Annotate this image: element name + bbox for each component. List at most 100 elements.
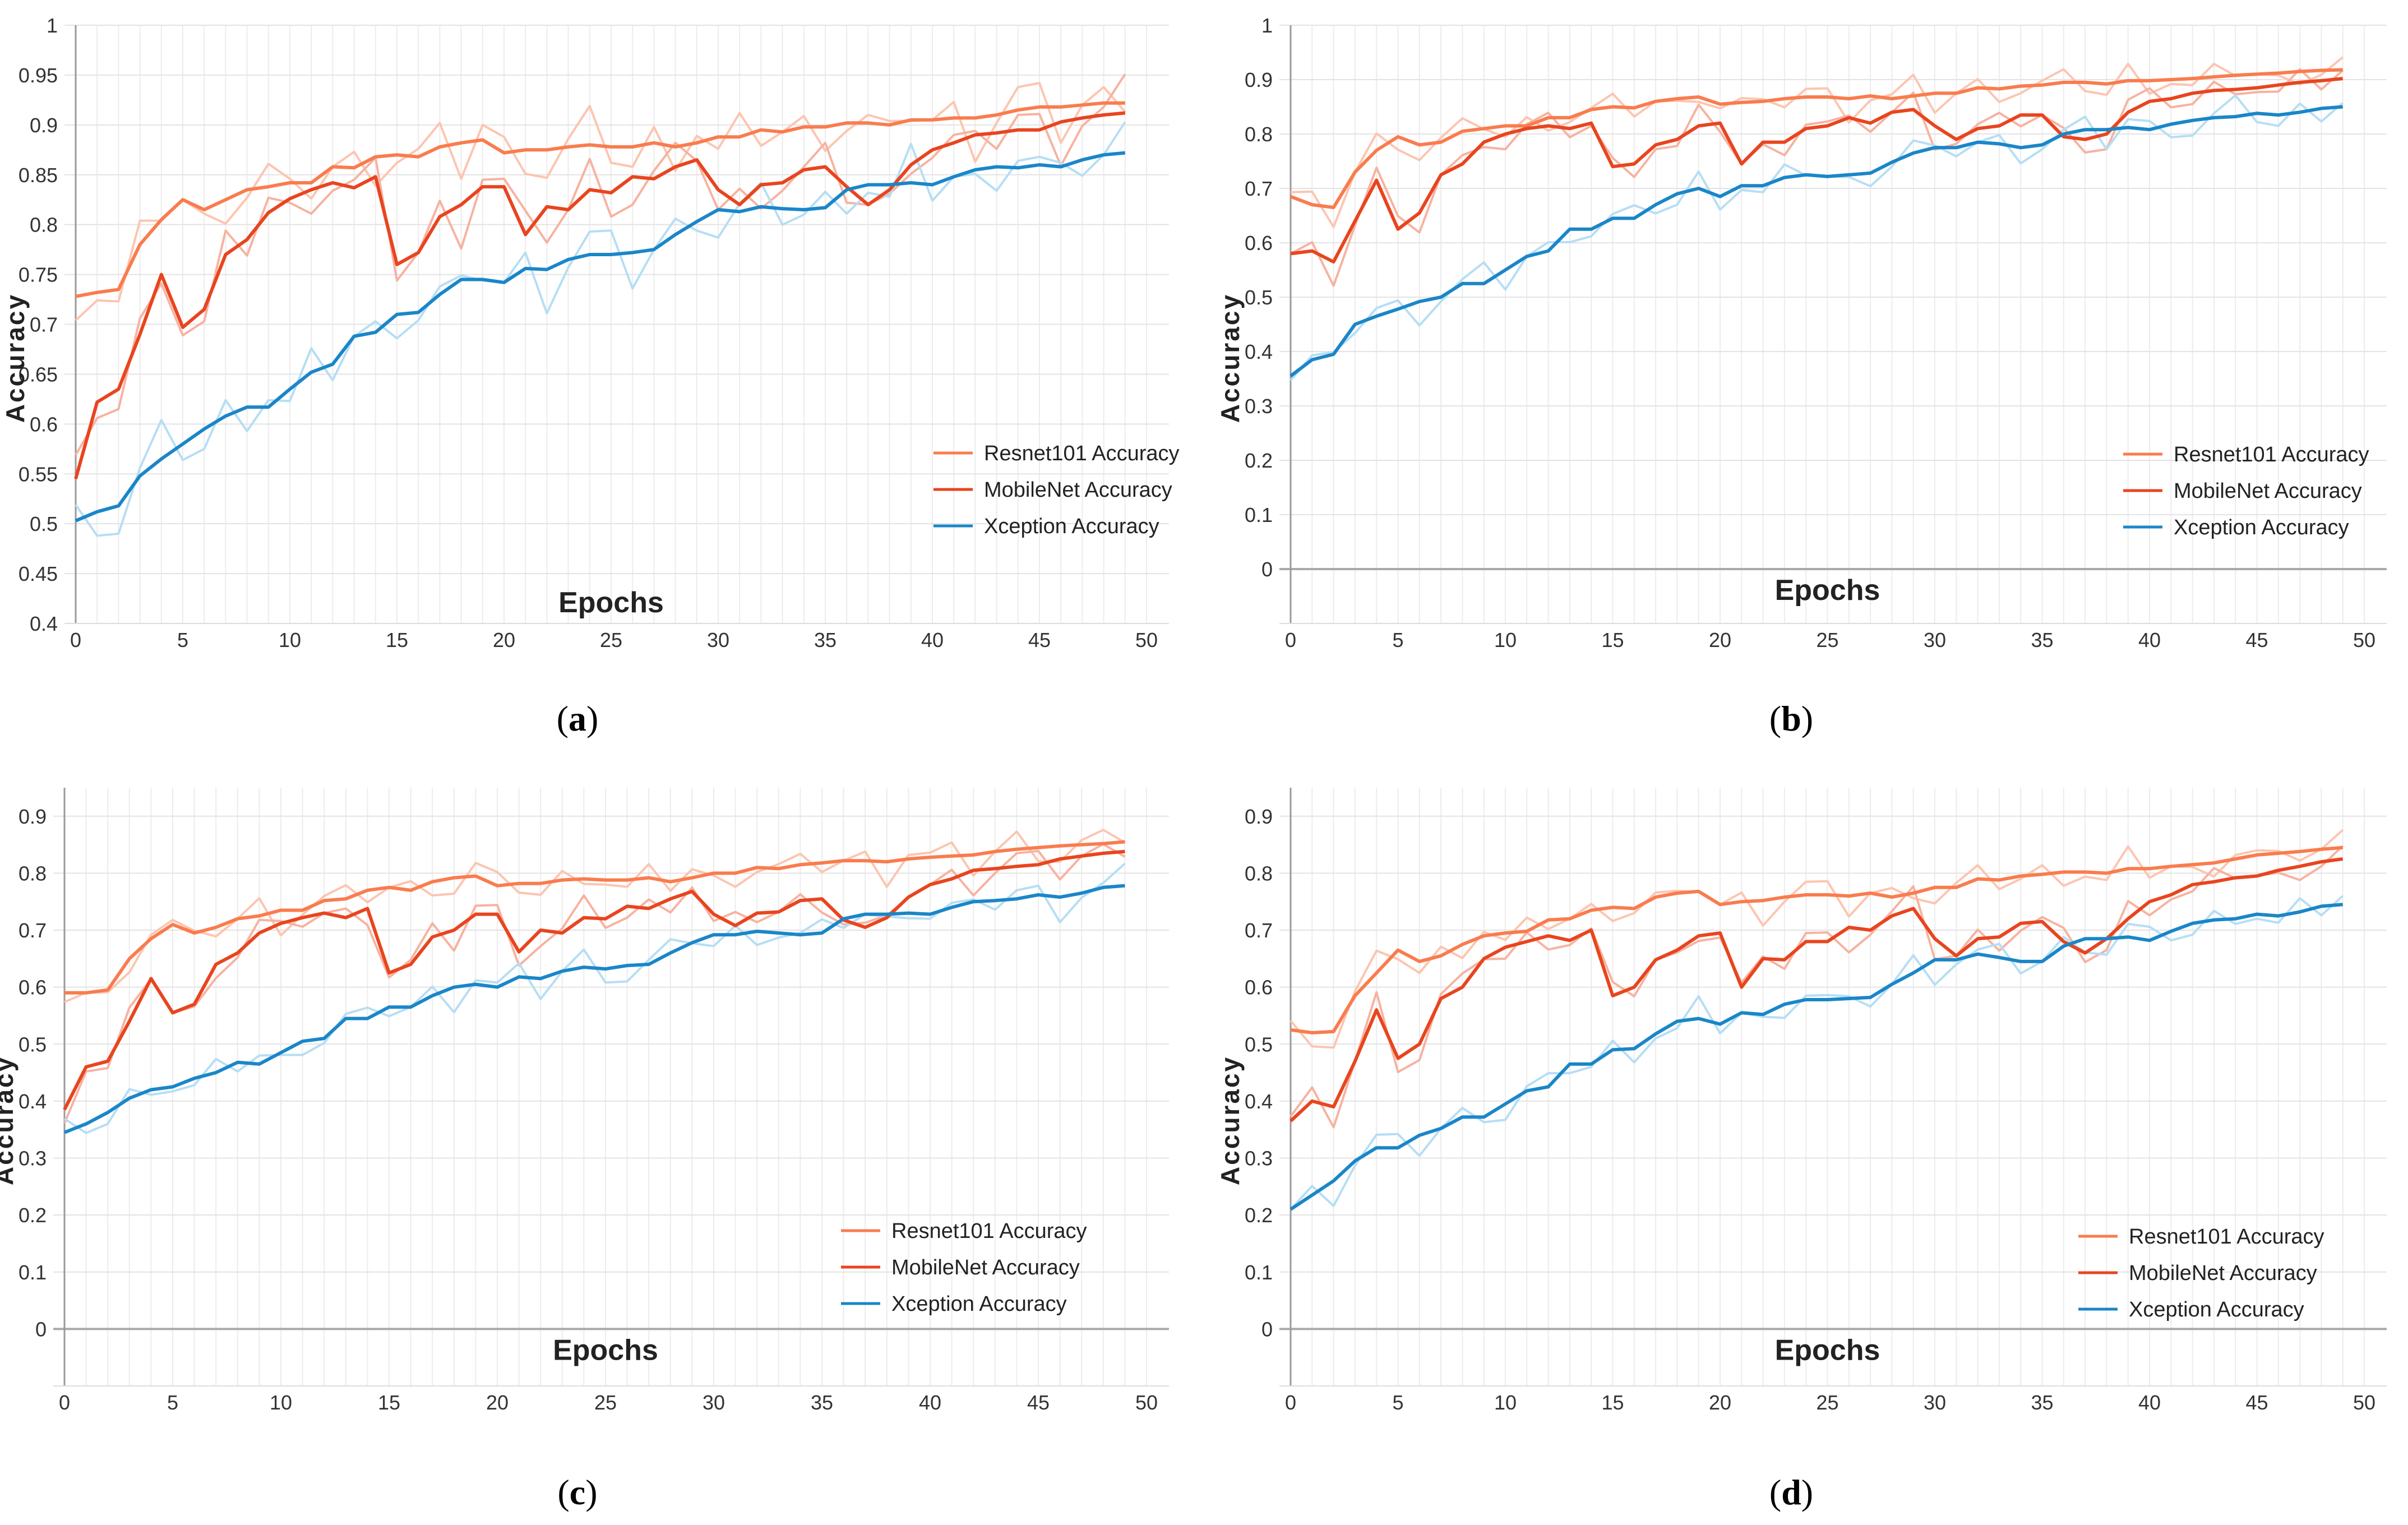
x-tick-label: 50 — [1135, 1391, 1158, 1414]
x-tick-label: 40 — [919, 1391, 941, 1414]
y-tick-label: 0.3 — [1245, 1147, 1273, 1170]
x-tick-label: 10 — [279, 629, 301, 651]
series-raw-trace — [63, 843, 1126, 1124]
x-axis-title: Epochs — [553, 1334, 658, 1366]
x-tick-label: 40 — [2138, 629, 2161, 651]
series-raw-trace — [1289, 829, 2344, 1049]
x-tick-label: 35 — [814, 629, 836, 651]
legend-label: Resnet101 Accuracy — [2129, 1225, 2324, 1249]
x-tick-label: 5 — [1392, 1391, 1403, 1414]
x-tick-label: 45 — [1027, 1391, 1050, 1414]
y-tick-label: 0.6 — [30, 413, 58, 436]
x-axis-title: Epochs — [558, 586, 664, 619]
y-tick-label: 0.8 — [1245, 123, 1273, 146]
y-tick-label: 0.4 — [1245, 1090, 1273, 1113]
chart-panel-c: 0 0.1 0.2 0.3 0.4 0.5 0.6 0.7 0.8 0.9 0 5 10 15 20 25 30… — [0, 762, 1204, 1435]
x-tick-label: 5 — [177, 629, 188, 651]
series-line — [1289, 903, 2343, 1211]
y-tick-label: 0.2 — [1245, 1204, 1273, 1227]
y-tick-label: 0.4 — [19, 1090, 47, 1113]
x-tick-label: 50 — [1135, 629, 1158, 651]
series-line — [1289, 105, 2343, 378]
x-tick-label: 15 — [386, 629, 408, 651]
y-tick-label: 0.45 — [19, 562, 58, 585]
x-tick-label: 5 — [1392, 629, 1403, 651]
series-raw-trace — [64, 829, 1126, 1003]
legend: Resnet101 Accuracy MobileNet Accuracy Xcep… — [2078, 1225, 2324, 1321]
y-tick-label: 0.65 — [19, 363, 58, 386]
legend-label: Xception Accuracy — [2174, 516, 2349, 539]
y-tick-label: 0.75 — [19, 264, 58, 286]
chart-panel-d: 0 0.1 0.2 0.3 0.4 0.5 0.6 0.7 0.8 0.9 0 5 10 15 20 25 30… — [1204, 762, 2408, 1435]
x-tick-label: 30 — [702, 1391, 725, 1414]
x-tick-label: 35 — [2031, 629, 2053, 651]
y-tick-label: 0 — [1261, 1318, 1273, 1341]
x-tick-label: 45 — [2245, 1391, 2268, 1414]
series-line — [1290, 845, 2343, 1034]
y-tick-label: 0.7 — [1245, 919, 1273, 942]
y-tick-label: 0.9 — [1245, 805, 1273, 828]
panel-caption-a: (a) — [556, 699, 599, 738]
x-tick-label: 35 — [811, 1391, 833, 1414]
series-raw-trace — [75, 82, 1126, 321]
x-tick-label: 25 — [594, 1391, 617, 1414]
y-tick-label: 0.4 — [30, 612, 58, 635]
y-tick-label: 0.1 — [19, 1261, 47, 1284]
y-tick-label: 0.7 — [30, 313, 58, 336]
y-tick-label: 0.2 — [1245, 449, 1273, 472]
x-tick-label: 0 — [1285, 1391, 1296, 1414]
y-tick-label: 0.6 — [1245, 976, 1273, 999]
legend-label: Resnet101 Accuracy — [891, 1219, 1087, 1243]
x-tick-label: 10 — [1494, 1391, 1517, 1414]
x-tick-label: 20 — [486, 1391, 509, 1414]
x-tick-label: 0 — [70, 629, 81, 651]
grid — [1279, 788, 2387, 1387]
x-tick-label: 45 — [2245, 629, 2268, 651]
legend-label: Xception Accuracy — [2129, 1298, 2304, 1321]
y-tick-label: 0.1 — [1245, 1261, 1273, 1284]
x-tick-label: 10 — [270, 1391, 292, 1414]
x-tick-label: 20 — [1709, 1391, 1731, 1414]
y-tick-label: 0.5 — [30, 512, 58, 535]
x-tick-label: 25 — [600, 629, 622, 651]
x-tick-label: 30 — [707, 629, 729, 651]
y-tick-label: 0.7 — [19, 919, 47, 942]
series-raw-trace — [1289, 845, 2344, 1129]
series-line — [75, 101, 1125, 298]
legend: Resnet101 Accuracy MobileNet Accuracy Xcep… — [933, 442, 1180, 538]
y-tick-label: 0.7 — [1245, 177, 1273, 200]
y-axis-title: Accuracy — [0, 1056, 19, 1185]
x-tick-label: 0 — [59, 1391, 70, 1414]
chart-panel-a: 0.4 0.45 0.5 0.55 0.6 0.65 0.7 0.75 0.8 0.85 0.9 0.… — [0, 0, 1204, 673]
series-raw-trace — [1290, 68, 2344, 287]
series-raw-trace — [1290, 56, 2344, 228]
x-tick-label: 25 — [1816, 629, 1838, 651]
y-axis-title: Accuracy — [1215, 1056, 1245, 1185]
y-tick-label: 0.95 — [19, 64, 58, 87]
legend-label: MobileNet Accuracy — [984, 478, 1172, 502]
x-tick-label: 10 — [1494, 629, 1517, 651]
x-tick-label: 15 — [1601, 1391, 1624, 1414]
series-raw-trace — [1289, 895, 2344, 1210]
series-raw-trace — [75, 73, 1126, 456]
y-tick-label: 0.6 — [19, 976, 47, 999]
series-line — [63, 849, 1125, 1111]
caption-label: c — [569, 1472, 586, 1512]
x-tick-label: 40 — [921, 629, 944, 651]
y-tick-label: 0.8 — [19, 862, 47, 885]
panel-caption-b: (b) — [1769, 699, 1814, 738]
series-line — [64, 840, 1125, 995]
y-tick-label: 0.1 — [1245, 503, 1273, 526]
legend: Resnet101 Accuracy MobileNet Accuracy Xcep… — [841, 1219, 1087, 1316]
y-tick-label: 0.2 — [19, 1204, 47, 1227]
y-tick-label: 0 — [1261, 558, 1273, 581]
legend-label: Xception Accuracy — [891, 1292, 1067, 1316]
y-tick-label: 1 — [47, 14, 58, 37]
y-tick-label: 1 — [1261, 14, 1273, 37]
legend-label: MobileNet Accuracy — [2174, 479, 2362, 503]
legend-label: MobileNet Accuracy — [891, 1256, 1080, 1279]
chart-svg: 0.4 0.45 0.5 0.55 0.6 0.65 0.7 0.75 0.8 0.85 0.9 0.… — [1, 14, 1180, 651]
legend: Resnet101 Accuracy MobileNet Accuracy Xcep… — [2123, 443, 2369, 539]
panel-caption-d: (d) — [1769, 1472, 1814, 1512]
chart-svg: 0 0.1 0.2 0.3 0.4 0.5 0.6 0.7 0.8 0.9 0 5 10 15 20 25 30… — [1215, 788, 2387, 1414]
